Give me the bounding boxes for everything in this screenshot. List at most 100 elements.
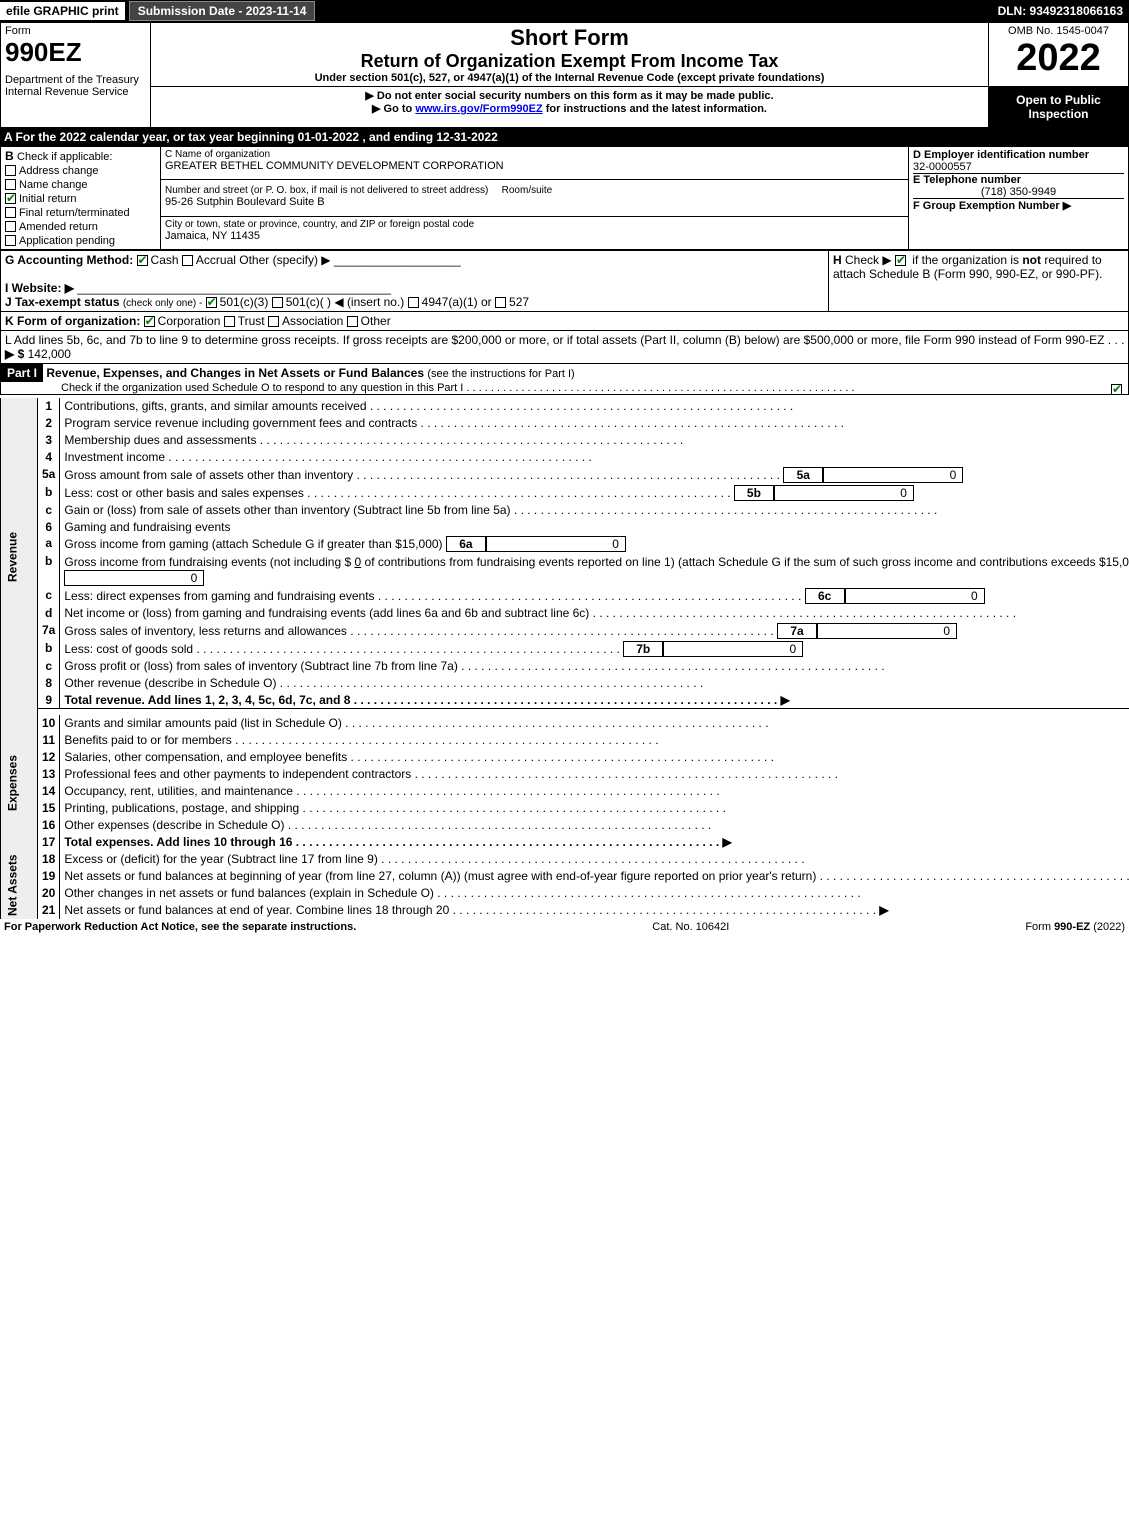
chk-4947[interactable] xyxy=(408,297,419,308)
section-i-label: I Website: ▶ xyxy=(5,281,74,295)
section-d-label: D Employer identification number xyxy=(913,149,1089,161)
section-h-text1: Check ▶ xyxy=(845,253,895,267)
chk-cash[interactable] xyxy=(137,255,148,266)
dept-label: Department of the Treasury Internal Reve… xyxy=(5,74,146,98)
line-18-num: 18 xyxy=(38,851,60,868)
short-form-title: Short Form xyxy=(155,25,984,51)
line-5a-text: Gross amount from sale of assets other t… xyxy=(60,466,1129,484)
line-10-text: Grants and similar amounts paid (list in… xyxy=(60,715,1129,732)
line-6b-text: Gross income from fundraising events (no… xyxy=(60,553,1129,587)
phone-value: (718) 350-9949 xyxy=(913,186,1124,198)
line-6c-text: Less: direct expenses from gaming and fu… xyxy=(60,587,1129,605)
footer-right-bold: 990-EZ xyxy=(1054,921,1090,933)
chk-schedule-o[interactable] xyxy=(1111,384,1122,395)
lbl-other-org: Other xyxy=(361,314,391,328)
section-j-label: J Tax-exempt status xyxy=(5,295,120,309)
line-9-num: 9 xyxy=(38,692,60,709)
irs-link[interactable]: www.irs.gov/Form990EZ xyxy=(415,103,542,115)
line-21-text: Net assets or fund balances at end of ye… xyxy=(60,902,1129,919)
line-6a-num: a xyxy=(38,535,60,553)
line-15-text: Printing, publications, postage, and shi… xyxy=(60,800,1129,817)
form-header-table: Form 990EZ Department of the Treasury In… xyxy=(0,22,1129,128)
line-5a-innertext: Gross amount from sale of assets other t… xyxy=(64,468,780,482)
line-5b-sb: 5b xyxy=(734,485,774,501)
c-addr-label: Number and street (or P. O. box, if mail… xyxy=(165,185,488,196)
line-17-text: Total expenses. Add lines 10 through 16 … xyxy=(60,834,1129,851)
form-number: 990EZ xyxy=(5,37,146,68)
section-f-label: F Group Exemption Number xyxy=(913,200,1060,212)
line-20-num: 20 xyxy=(38,885,60,902)
lbl-4947: 4947(a)(1) or xyxy=(422,295,492,309)
section-f-arrow: ▶ xyxy=(1063,200,1071,212)
efile-label[interactable]: efile GRAPHIC print xyxy=(0,2,125,20)
lbl-app-pending: Application pending xyxy=(19,235,115,247)
chk-accrual[interactable] xyxy=(182,255,193,266)
note-goto-pre: ▶ Go to xyxy=(372,103,415,115)
c-room-label: Room/suite xyxy=(502,185,553,196)
chk-name-change[interactable] xyxy=(5,179,16,190)
top-bar: efile GRAPHIC print Submission Date - 20… xyxy=(0,0,1129,22)
line-2-num: 2 xyxy=(38,415,60,432)
section-b-heading: Check if applicable: xyxy=(17,151,112,163)
section-ghij: G Accounting Method: Cash Accrual Other … xyxy=(0,250,1129,312)
line-6c-sv: 0 xyxy=(845,588,985,604)
section-h-label: H xyxy=(833,253,842,267)
chk-501c[interactable] xyxy=(272,297,283,308)
line-5b-sv: 0 xyxy=(774,485,914,501)
ein-value: 32-0000557 xyxy=(913,161,1124,173)
subtitle: Under section 501(c), 527, or 4947(a)(1)… xyxy=(155,72,984,84)
line-15-num: 15 xyxy=(38,800,60,817)
line-6b-sv: 0 xyxy=(64,570,204,586)
chk-schedule-b[interactable] xyxy=(895,255,906,266)
section-j-note: (check only one) - xyxy=(123,298,202,309)
vlabel-revenue: Revenue xyxy=(1,398,38,715)
line-5a-sb: 5a xyxy=(783,467,823,483)
chk-address-change[interactable] xyxy=(5,165,16,176)
line-12-num: 12 xyxy=(38,749,60,766)
chk-527[interactable] xyxy=(495,297,506,308)
part1-label: Part I xyxy=(1,364,43,382)
chk-final-return[interactable] xyxy=(5,207,16,218)
line-17-innertext: Total expenses. Add lines 10 through 16 xyxy=(64,835,719,849)
line-8-text: Other revenue (describe in Schedule O) xyxy=(60,675,1129,692)
line-7b-innertext: Less: cost of goods sold xyxy=(64,642,620,656)
line-17-num: 17 xyxy=(38,834,60,851)
lbl-final-return: Final return/terminated xyxy=(19,207,130,219)
line-5a-num: 5a xyxy=(38,466,60,484)
chk-trust[interactable] xyxy=(224,316,235,327)
chk-501c3[interactable] xyxy=(206,297,217,308)
part1-title: Revenue, Expenses, and Changes in Net As… xyxy=(46,366,424,380)
line-5b-text: Less: cost or other basis and sales expe… xyxy=(60,484,1129,502)
tax-year: 2022 xyxy=(993,37,1124,80)
line-5b-num: b xyxy=(38,484,60,502)
line-7b-num: b xyxy=(38,640,60,658)
section-bcdef: B Check if applicable: Address change Na… xyxy=(0,146,1129,250)
line-5c-text: Gain or (loss) from sale of assets other… xyxy=(60,502,1129,519)
line-21-num: 21 xyxy=(38,902,60,919)
line-3-text: Membership dues and assessments xyxy=(60,432,1129,449)
chk-other-org[interactable] xyxy=(347,316,358,327)
line-12-text: Salaries, other compensation, and employ… xyxy=(60,749,1129,766)
chk-initial-return[interactable] xyxy=(5,193,16,204)
omb-no: OMB No. 1545-0047 xyxy=(993,25,1124,37)
lbl-501c3: 501(c)(3) xyxy=(220,295,269,309)
line-18-text: Excess or (deficit) for the year (Subtra… xyxy=(60,851,1129,868)
lbl-527: 527 xyxy=(509,295,529,309)
part1-checkline: Check if the organization used Schedule … xyxy=(61,382,855,394)
section-l-value: 142,000 xyxy=(28,347,71,361)
chk-corp[interactable] xyxy=(144,316,155,327)
chk-assoc[interactable] xyxy=(268,316,279,327)
line-6d-text: Net income or (loss) from gaming and fun… xyxy=(60,605,1129,622)
section-k-label: K Form of organization: xyxy=(5,314,140,328)
chk-app-pending[interactable] xyxy=(5,235,16,246)
chk-amended-return[interactable] xyxy=(5,221,16,232)
section-l: L Add lines 5b, 6c, and 7b to line 9 to … xyxy=(0,331,1129,364)
line-14-text: Occupancy, rent, utilities, and maintena… xyxy=(60,783,1129,800)
section-l-arrow: ▶ $ xyxy=(5,347,24,361)
line-9-innertext: Total revenue. Add lines 1, 2, 3, 4, 5c,… xyxy=(64,693,777,707)
lbl-accrual: Accrual xyxy=(196,253,236,267)
line-7a-num: 7a xyxy=(38,622,60,640)
line-6c-innertext: Less: direct expenses from gaming and fu… xyxy=(64,589,801,603)
lbl-other: Other (specify) ▶ xyxy=(239,253,330,267)
part1-title-note: (see the instructions for Part I) xyxy=(427,368,574,380)
